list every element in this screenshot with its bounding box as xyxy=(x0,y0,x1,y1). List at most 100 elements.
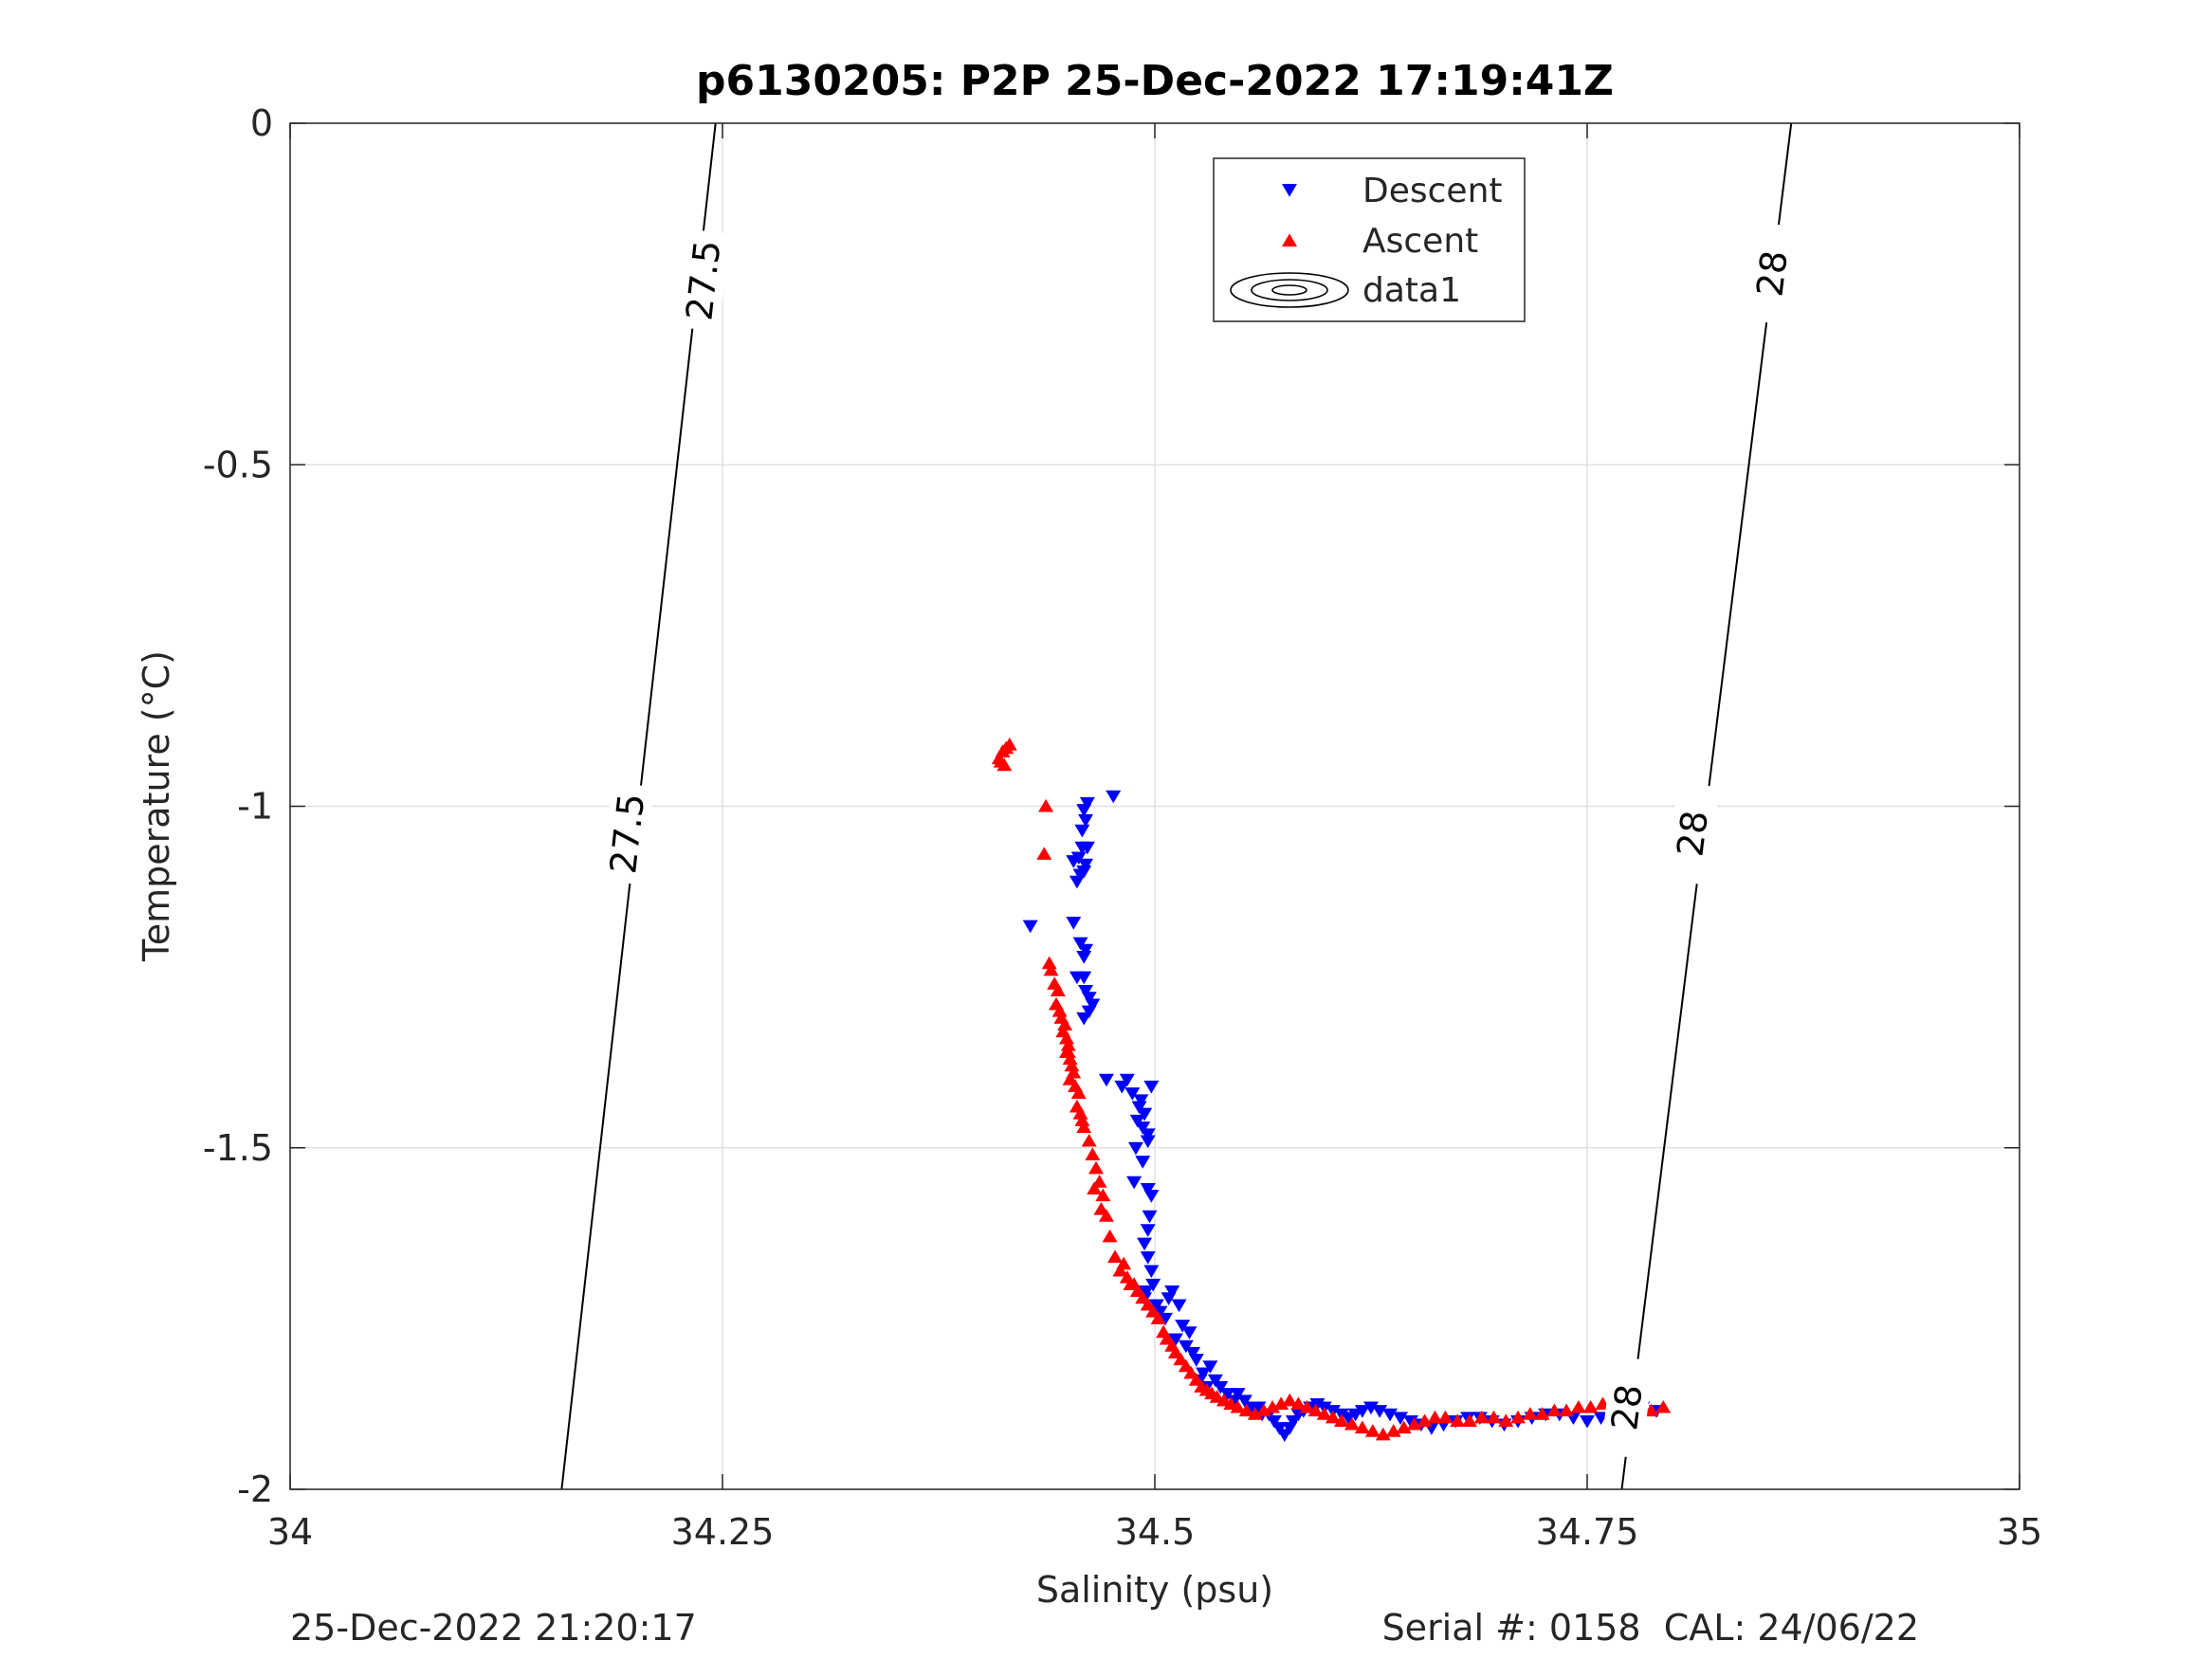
ascent-point xyxy=(1060,1038,1076,1051)
contour-label-backdrop xyxy=(677,228,730,332)
ascent-point xyxy=(1116,1256,1132,1270)
ascent-point xyxy=(1087,1181,1103,1194)
ascent-point xyxy=(1060,1045,1076,1058)
ascent-point xyxy=(1098,1209,1114,1222)
descent-point xyxy=(1078,943,1094,957)
descent-point xyxy=(1074,824,1090,838)
descent-point xyxy=(1382,1408,1398,1422)
ascent-point xyxy=(1043,962,1059,976)
descent-point xyxy=(1354,1405,1370,1418)
ascent-point xyxy=(1001,738,1017,751)
axis-ticks xyxy=(289,122,2020,1490)
descent-point xyxy=(1137,1107,1153,1121)
ascent-point xyxy=(1107,1249,1124,1264)
contour-label: 27.5 xyxy=(678,238,728,322)
ascent-point xyxy=(1064,1058,1080,1072)
legend-contour-icon xyxy=(1230,272,1349,308)
descent-point xyxy=(1152,1305,1168,1320)
descent-point xyxy=(1175,1320,1191,1333)
legend-box xyxy=(1213,157,1526,322)
ascent-point xyxy=(1057,1017,1073,1031)
ascent-point xyxy=(1230,1399,1246,1413)
contour-label: 28 xyxy=(1603,1382,1651,1432)
ascent-point xyxy=(1038,798,1054,812)
contour-label: 28 xyxy=(1669,809,1716,859)
descent-point xyxy=(1127,1141,1143,1156)
x-tick-label: 35 xyxy=(1997,1511,2042,1553)
descent-point xyxy=(1188,1354,1204,1367)
descent-point xyxy=(1148,1299,1164,1313)
contour-label-backdrop xyxy=(1600,1356,1654,1459)
ascent-point xyxy=(1088,1160,1104,1175)
descent-point xyxy=(1129,1114,1145,1128)
contour-label-backdrop xyxy=(600,782,654,885)
descent-point xyxy=(1143,1080,1160,1094)
descent-point xyxy=(1219,1388,1235,1401)
contour-label-backdrop xyxy=(1745,222,1800,325)
descent-point xyxy=(1363,1401,1379,1415)
descent-point xyxy=(1271,1422,1288,1435)
descent-point xyxy=(1126,1176,1143,1190)
descent-point xyxy=(1078,985,1094,998)
descent-point xyxy=(1142,1210,1158,1224)
descent-point xyxy=(1124,1087,1141,1101)
legend: Descent Ascent data1 xyxy=(1213,157,1526,322)
descent-point xyxy=(1145,1278,1161,1292)
descent-point xyxy=(1074,841,1090,855)
descent-point xyxy=(1066,916,1082,930)
descent-point xyxy=(1140,1224,1156,1237)
ascent-point xyxy=(1333,1413,1349,1427)
descent-point xyxy=(1140,1182,1156,1196)
ascent-point xyxy=(1299,1399,1315,1413)
ascent-point xyxy=(1058,1030,1074,1045)
descent-point xyxy=(1079,796,1095,811)
descent-point xyxy=(1081,992,1097,1005)
ascent-point xyxy=(1473,1410,1490,1424)
descent-point xyxy=(1178,1340,1194,1354)
y-tick-labels: -2 -1.5 -1 -0.5 0 xyxy=(203,102,273,1510)
ascent-point xyxy=(1498,1413,1514,1427)
descent-point xyxy=(1171,1299,1187,1313)
ascent-point xyxy=(1396,1420,1412,1434)
ascent-point xyxy=(1643,1403,1659,1417)
legend-descent-label: Descent xyxy=(1362,172,1503,210)
x-tick-label: 34.25 xyxy=(671,1511,775,1553)
contour-label: 28 xyxy=(1748,248,1796,299)
descent-point xyxy=(1140,1251,1156,1265)
ascent-point xyxy=(1290,1396,1307,1410)
descent-point xyxy=(1137,1237,1153,1251)
ascent-point xyxy=(1344,1416,1360,1431)
ascent-point xyxy=(1534,1407,1550,1420)
ascent-point xyxy=(1427,1410,1443,1424)
ascent-point xyxy=(1095,1188,1111,1202)
y-tick-label: -1.5 xyxy=(203,1127,273,1169)
ascent-point xyxy=(1050,983,1066,997)
ascent-point xyxy=(1247,1407,1263,1420)
ascent-point xyxy=(1085,1147,1101,1160)
descent-point xyxy=(1196,1367,1212,1381)
ascent-point xyxy=(1437,1410,1453,1424)
descent-point xyxy=(1236,1395,1252,1408)
ascent-point xyxy=(1570,1399,1586,1413)
descent-point xyxy=(1167,1333,1183,1347)
ascent-point xyxy=(1041,956,1057,970)
ascent-series xyxy=(991,738,1672,1441)
descent-point xyxy=(1076,951,1092,964)
chart-title: p6130205: P2P 25-Dec-2022 17:19:41Z xyxy=(696,57,1614,105)
ascent-point xyxy=(1273,1396,1289,1410)
ascent-point xyxy=(1265,1399,1281,1413)
footer-timestamp: 25-Dec-2022 21:20:17 xyxy=(290,1607,697,1649)
x-tick-label: 34.75 xyxy=(1536,1511,1639,1553)
x-axis-label: Salinity (psu) xyxy=(1036,1569,1273,1611)
ascent-point xyxy=(1070,1085,1087,1100)
ascent-point xyxy=(1051,1004,1068,1017)
legend-descent-marker xyxy=(1282,184,1297,197)
ascent-point xyxy=(1522,1407,1538,1420)
descent-point xyxy=(1140,1135,1156,1149)
ascent-point xyxy=(1307,1403,1324,1417)
legend-ascent-label: Ascent xyxy=(1362,222,1478,261)
descent-point xyxy=(1164,1285,1180,1299)
x-tick-labels: 34 34.25 34.5 34.75 35 xyxy=(267,1511,2042,1553)
descent-point xyxy=(1131,1101,1147,1115)
ascent-point xyxy=(1072,1106,1088,1120)
